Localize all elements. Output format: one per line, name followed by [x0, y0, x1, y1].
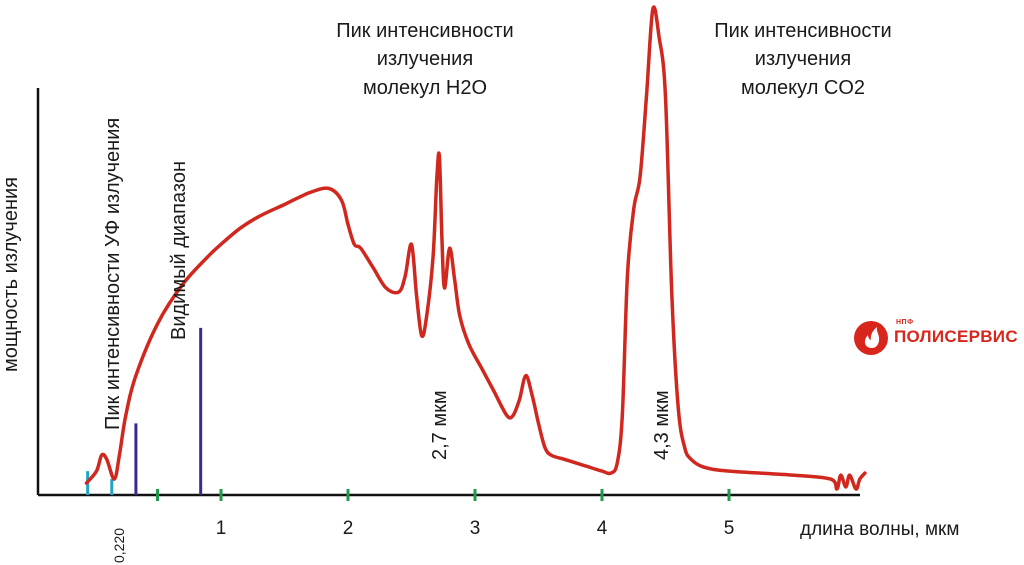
logo-small-text: НПФ	[896, 319, 914, 326]
series-line	[84, 5, 867, 491]
svg-text:молекул CO2: молекул CO2	[741, 77, 865, 99]
flame-logo-icon	[854, 321, 888, 355]
svg-text:молекул H2O: молекул H2O	[363, 77, 487, 99]
svg-text:излучения: излучения	[755, 48, 851, 70]
svg-text:Пик интенсивности: Пик интенсивности	[336, 20, 513, 42]
axes	[36, 88, 860, 497]
svg-text:Пик интенсивности: Пик интенсивности	[714, 20, 891, 42]
x-tick-label: 4	[597, 518, 608, 539]
svg-text:излучения: излучения	[377, 48, 473, 70]
logo-main-text: ПОЛИСЕРВИС	[894, 327, 1018, 346]
annotation-4-3-um: 4,3 мкм	[651, 390, 673, 460]
annotation-h2o-peak: Пик интенсивности излучения молекул H2O	[336, 20, 513, 99]
x-tick-label: 3	[470, 518, 481, 539]
x-axis-label: длина волны, мкм	[800, 519, 959, 540]
tick-label-0-220: 0,220	[111, 528, 127, 563]
annotation-co2-peak: Пик интенсивности излучения молекул CO2	[714, 20, 891, 99]
polyservis-logo: НПФ ПОЛИСЕРВИС	[852, 318, 1018, 358]
y-axis-label: мощность излучения	[0, 177, 22, 372]
series-group	[84, 5, 867, 491]
x-tick-label: 5	[724, 518, 735, 539]
x-ticks: 1 2 3 4 5	[156, 489, 735, 539]
x-tick-label: 2	[343, 518, 354, 539]
annotation-visible-range: Видимый диапазон	[168, 161, 190, 340]
x-tick-label: 1	[216, 518, 227, 539]
annotation-uv-peak: Пик интенсивности УФ излучения	[102, 118, 124, 430]
annotation-2-7-um: 2,7 мкм	[429, 390, 451, 460]
